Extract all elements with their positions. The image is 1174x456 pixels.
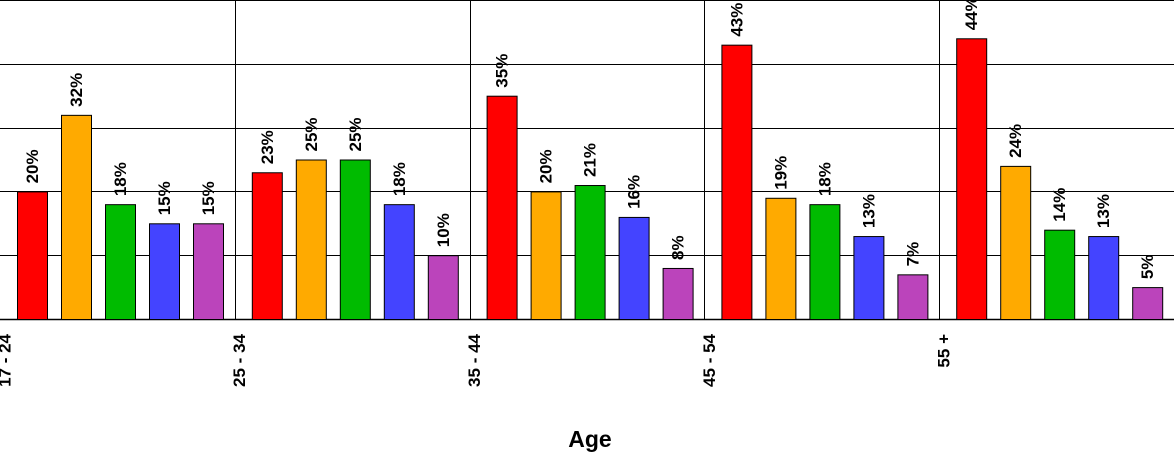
data-label: 21% [581,143,600,177]
data-label: 13% [859,194,878,228]
bar [721,44,753,320]
bar [1088,236,1120,320]
data-label: 18% [111,162,130,196]
category-tick-label: 17 - 24 [0,333,14,386]
bar [251,172,283,320]
data-label: 32% [67,73,86,107]
bar [339,159,371,320]
bar [193,223,224,320]
data-label: 43% [727,3,746,37]
bar [383,204,415,320]
value-labels-group: 20% 32% 18% 15% 15% 23% 25% 25% 18% 10% 35% 20% 21% 1… [23,0,1157,279]
data-label: 20% [23,149,42,183]
bar [295,159,327,320]
bar [765,197,797,320]
category-tick-label: 55 + [935,334,954,368]
data-label: 14% [1050,188,1069,222]
data-label: 7% [903,242,922,267]
bar [662,267,694,320]
data-label: 5% [1138,255,1157,280]
data-label: 25% [302,117,321,151]
data-label: 20% [537,149,556,183]
data-label: 10% [434,213,453,247]
bar [618,216,650,320]
bar [897,274,929,320]
bar [574,185,606,320]
bar [486,95,518,320]
bar [1044,229,1076,320]
data-label: 24% [1006,124,1025,158]
bar [427,255,459,320]
category-tick-label: 35 - 44 [465,333,484,386]
bar [1132,287,1164,321]
data-label: 13% [1094,194,1113,228]
data-label: 15% [155,181,174,215]
data-label: 23% [258,130,277,164]
x-axis-title: Age [568,426,611,452]
category-tick-label: 25 - 34 [230,333,249,386]
data-label: 35% [493,54,512,88]
bar [17,191,48,320]
data-label: 8% [669,235,688,260]
bar [853,236,885,320]
category-labels-group: 17 - 24 25 - 34 35 - 44 45 - 54 55 + [0,333,954,386]
data-label: 19% [771,156,790,190]
bar [1000,165,1032,320]
data-label: 18% [815,162,834,196]
bar [149,223,180,320]
data-label: 25% [346,117,365,151]
category-tick-label: 45 - 54 [700,333,719,386]
bars-group [17,38,1164,321]
bar [61,114,92,320]
bar [956,38,988,320]
bar [809,204,841,320]
data-label: 18% [390,162,409,196]
bar [105,204,136,320]
data-label: 44% [962,0,981,30]
data-label: 15% [199,181,218,215]
bar [530,191,562,320]
data-label: 16% [625,175,644,209]
